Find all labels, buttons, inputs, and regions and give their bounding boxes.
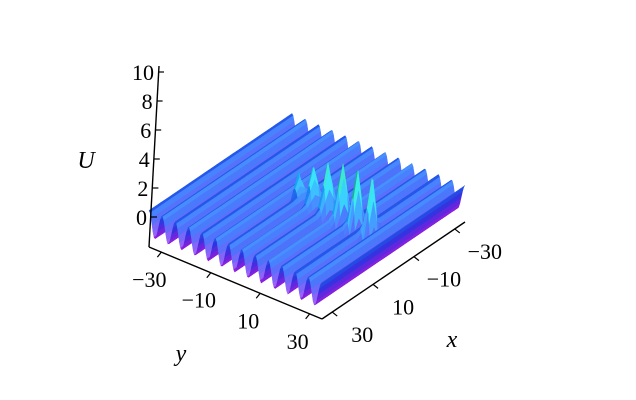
surface-mesh <box>148 113 466 306</box>
